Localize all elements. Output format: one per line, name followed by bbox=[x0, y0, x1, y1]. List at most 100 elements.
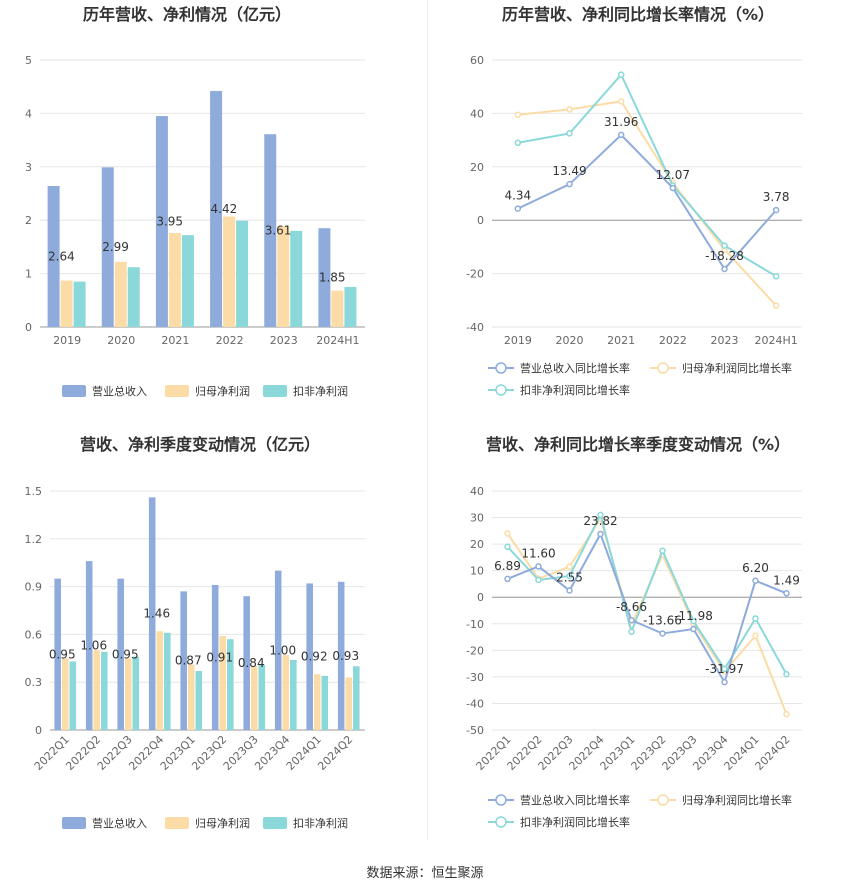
legend-label: 营业总收入 bbox=[92, 816, 147, 830]
series-point-3 bbox=[721, 665, 728, 673]
y-tick-label: 0.9 bbox=[25, 581, 43, 594]
data-label: 0.95 bbox=[112, 647, 139, 661]
legend-label: 归母净利润同比增长率 bbox=[682, 361, 792, 375]
series-point-1 bbox=[721, 265, 728, 273]
bar-3 bbox=[127, 267, 140, 327]
bar-1 bbox=[274, 570, 282, 730]
data-label: 0.87 bbox=[175, 654, 202, 668]
series-point-1 bbox=[566, 180, 573, 188]
bar-1 bbox=[337, 581, 345, 730]
legend-label: 扣非净利润 bbox=[293, 384, 348, 398]
series-point-1 bbox=[772, 206, 780, 214]
y-tick-label: 0 bbox=[477, 214, 484, 227]
data-label: 3.61 bbox=[265, 224, 292, 238]
series-point-1 bbox=[783, 590, 790, 597]
bar-2 bbox=[168, 233, 181, 327]
data-label: 31.96 bbox=[604, 115, 638, 129]
legend-swatch bbox=[165, 817, 189, 829]
series-point-2 bbox=[772, 302, 780, 309]
bar-2 bbox=[61, 658, 69, 730]
series-point-3 bbox=[566, 572, 573, 580]
series-point-3 bbox=[617, 71, 625, 78]
series-point-1 bbox=[566, 587, 573, 594]
annual-growth-rate-chart: 历年营收、净利同比增长率情况（%） -40 -20 0 20 40 60 2019 2020 20… bbox=[425, 0, 850, 430]
bar-2 bbox=[114, 261, 127, 327]
legend-label: 归母净利润同比增长率 bbox=[682, 793, 792, 807]
bar-3 bbox=[258, 664, 266, 730]
bar-2 bbox=[331, 290, 344, 327]
y-tick-label: 20 bbox=[470, 161, 484, 174]
series-point-1 bbox=[752, 577, 759, 585]
x-tick-label: 2023 bbox=[711, 334, 739, 347]
legend-label: 扣非净利润 bbox=[293, 816, 348, 830]
bar-2 bbox=[187, 664, 195, 730]
data-label: -11.98 bbox=[674, 609, 713, 623]
y-tick-label: 4 bbox=[25, 107, 32, 120]
data-label: 0.95 bbox=[49, 647, 76, 661]
bar-3 bbox=[290, 230, 303, 327]
y-tick-label: 2 bbox=[25, 214, 32, 227]
legend-label: 扣非净利润同比增长率 bbox=[520, 815, 630, 829]
series-point-1 bbox=[669, 184, 677, 192]
legend-label: 归母净利润 bbox=[195, 816, 250, 830]
series-point-3 bbox=[659, 547, 666, 554]
data-label: 1.46 bbox=[143, 607, 170, 621]
x-tick-label: 2019 bbox=[504, 334, 532, 347]
data-source: 数据来源：恒生聚源 bbox=[366, 866, 484, 881]
bar-2 bbox=[277, 226, 290, 327]
y-tick-label: -30 bbox=[466, 671, 484, 684]
series-point-3 bbox=[752, 615, 759, 622]
series-point-1 bbox=[721, 678, 728, 686]
data-label: 0.92 bbox=[301, 650, 328, 664]
series-line-1 bbox=[507, 531, 787, 685]
data-label: 1.85 bbox=[319, 271, 346, 285]
series-point-2 bbox=[566, 563, 573, 570]
legend-marker bbox=[495, 816, 507, 828]
y-tick-label: 0 bbox=[477, 591, 484, 604]
y-tick-label: 40 bbox=[470, 107, 484, 120]
series-point-3 bbox=[628, 628, 635, 635]
data-label: 1.49 bbox=[773, 573, 800, 587]
series-point-1 bbox=[504, 575, 511, 583]
series-point-2 bbox=[783, 710, 790, 718]
series-point-2 bbox=[514, 111, 522, 118]
chart-title: 历年营收、净利情况（亿元） bbox=[83, 5, 291, 24]
bar-1 bbox=[306, 583, 313, 730]
y-tick-label: -50 bbox=[466, 724, 484, 737]
legend-marker bbox=[495, 384, 507, 396]
data-label: 12.07 bbox=[656, 168, 690, 182]
series-point-1 bbox=[628, 616, 635, 624]
bar-3 bbox=[236, 220, 249, 327]
bar-2 bbox=[93, 650, 101, 730]
data-label: 0.84 bbox=[238, 656, 265, 670]
x-tick-label: 2019 bbox=[53, 334, 81, 347]
series-point-1 bbox=[535, 563, 542, 570]
data-label: 11.60 bbox=[521, 546, 555, 560]
series-point-2 bbox=[752, 632, 759, 639]
y-tick-label: -20 bbox=[466, 644, 484, 657]
legend-swatch bbox=[62, 385, 86, 397]
data-label: -8.66 bbox=[616, 600, 647, 614]
bar-3 bbox=[321, 675, 329, 730]
bar-3 bbox=[73, 281, 86, 327]
bar-2 bbox=[282, 655, 290, 730]
y-tick-label: -40 bbox=[466, 321, 484, 334]
bar-1 bbox=[101, 167, 114, 327]
y-tick-label: 30 bbox=[470, 512, 484, 525]
chart-title: 历年营收、净利同比增长率情况（%） bbox=[502, 5, 774, 24]
series-point-3 bbox=[772, 273, 780, 280]
legend-marker bbox=[495, 362, 507, 374]
legend-swatch bbox=[165, 385, 189, 397]
y-tick-label: -20 bbox=[466, 268, 484, 281]
series-point-1 bbox=[514, 205, 522, 212]
bar-1 bbox=[54, 578, 61, 730]
data-label: 2.99 bbox=[102, 240, 129, 254]
x-tick-label: 2023 bbox=[270, 334, 298, 347]
x-tick-label: 2020 bbox=[107, 334, 135, 347]
x-tick-label: 2024Q2 bbox=[753, 733, 793, 773]
legend-label: 归母净利润 bbox=[195, 384, 250, 398]
y-tick-label: -10 bbox=[466, 618, 484, 631]
x-tick-label: 2020 bbox=[556, 334, 584, 347]
data-label: 23.82 bbox=[583, 514, 617, 528]
legend-swatch bbox=[62, 817, 86, 829]
